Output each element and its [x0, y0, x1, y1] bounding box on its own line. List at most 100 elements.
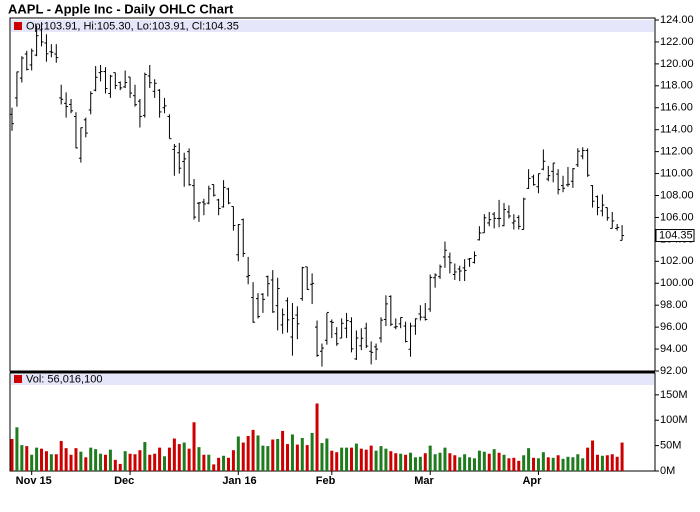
- volume-bar: [59, 441, 63, 471]
- volume-bar: [615, 456, 619, 471]
- last-price-label: 104.35: [659, 229, 693, 241]
- volume-bar: [335, 452, 339, 471]
- volume-bar: [477, 450, 481, 471]
- volume-bar: [359, 448, 363, 471]
- volume-bar: [320, 443, 324, 471]
- volume-bar: [123, 451, 127, 471]
- volume-bar: [517, 460, 521, 471]
- chart-title: AAPL - Apple Inc - Daily OHLC Chart: [8, 1, 234, 16]
- volume-bar: [158, 447, 162, 471]
- volume-bar: [620, 442, 624, 471]
- volume-bar: [281, 430, 285, 471]
- volume-bar: [507, 458, 511, 471]
- volume-bar: [409, 452, 413, 471]
- volume-bar: [551, 457, 555, 471]
- volume-bar: [231, 450, 235, 471]
- volume-bar: [15, 427, 19, 471]
- volume-bar: [84, 457, 88, 471]
- volume-bar: [290, 434, 294, 471]
- volume-bar: [566, 456, 570, 471]
- volume-bar: [20, 445, 24, 471]
- volume-bar: [202, 454, 206, 471]
- volume-bar: [389, 451, 393, 471]
- volume-bar: [286, 444, 290, 471]
- y-tick-label: 120.00: [660, 58, 694, 70]
- volume-bar: [404, 454, 408, 471]
- volume-bar: [113, 459, 117, 471]
- x-tick-label: Dec: [114, 475, 134, 487]
- volume-bar: [30, 454, 34, 471]
- y-tick-label: 108.00: [660, 189, 694, 201]
- volume-bar: [128, 453, 132, 471]
- x-tick-label: Mar: [414, 475, 434, 487]
- y-tick-label: 110.00: [660, 167, 693, 179]
- volume-bar: [522, 455, 526, 471]
- volume-bar: [463, 454, 467, 471]
- y-tick-label: 50M: [660, 440, 681, 452]
- volume-bar: [261, 445, 265, 471]
- legend-swatch: [14, 22, 22, 30]
- volume-bar: [148, 454, 152, 471]
- legend-swatch: [14, 375, 22, 383]
- volume-bar: [458, 457, 462, 471]
- volume-bar: [305, 445, 309, 471]
- y-tick-label: 116.00: [660, 102, 693, 114]
- volume-bar: [133, 454, 137, 471]
- y-tick-label: 0M: [660, 465, 675, 477]
- volume-bar: [226, 457, 230, 471]
- volume-bar: [399, 453, 403, 471]
- volume-bar: [197, 447, 201, 471]
- legend-text: Vol: 56,016,100: [26, 373, 102, 385]
- y-tick-label: 112.00: [660, 146, 693, 158]
- volume-bar: [241, 442, 245, 471]
- volume-bar: [79, 451, 83, 471]
- volume-bar: [192, 422, 196, 471]
- volume-bar: [251, 429, 255, 471]
- volume-bar: [118, 463, 122, 471]
- volume-bar: [512, 457, 516, 471]
- volume-bar: [502, 454, 506, 471]
- y-tick-label: 98.00: [660, 299, 688, 311]
- volume-bar: [576, 454, 580, 471]
- volume-bar: [177, 444, 181, 471]
- volume-bar: [256, 435, 260, 471]
- volume-bar: [276, 439, 280, 471]
- volume-bar: [364, 449, 368, 471]
- legend-text: Op:103.91, Hi:105.30, Lo:103.91, Cl:104.…: [26, 20, 239, 32]
- volume-bar: [182, 442, 186, 471]
- volume-bar: [94, 449, 98, 471]
- volume-bar: [310, 432, 314, 471]
- y-tick-label: 106.00: [660, 211, 694, 223]
- volume-bar: [64, 448, 68, 471]
- volume-bar: [69, 454, 73, 471]
- volume-legend-bar: [11, 374, 654, 385]
- volume-bar: [266, 446, 270, 471]
- volume-bar: [315, 403, 319, 471]
- volume-bar: [571, 457, 575, 471]
- volume-bar: [556, 455, 560, 471]
- volume-bar: [212, 464, 216, 471]
- y-tick-label: 122.00: [660, 36, 694, 48]
- volume-bar: [497, 452, 501, 471]
- volume-bar: [541, 452, 545, 471]
- volume-bar: [10, 439, 14, 471]
- volume-bar: [468, 457, 472, 471]
- y-tick-label: 118.00: [660, 80, 693, 92]
- x-tick-label: Nov 15: [16, 475, 52, 487]
- volume-bar: [605, 455, 609, 471]
- volume-bar: [300, 438, 304, 471]
- volume-bar: [143, 442, 147, 471]
- y-tick-label: 96.00: [660, 321, 688, 333]
- volume-bar: [271, 439, 275, 471]
- volume-bar: [54, 454, 58, 471]
- volume-bar: [49, 454, 53, 471]
- volume-bar: [595, 454, 599, 471]
- volume-bar: [345, 447, 349, 471]
- volume-bar: [217, 457, 221, 471]
- volume-bar: [394, 453, 398, 471]
- volume-bar: [167, 447, 171, 471]
- volume-bar: [423, 453, 427, 471]
- volume-bar: [207, 454, 211, 471]
- volume-bar: [581, 458, 585, 471]
